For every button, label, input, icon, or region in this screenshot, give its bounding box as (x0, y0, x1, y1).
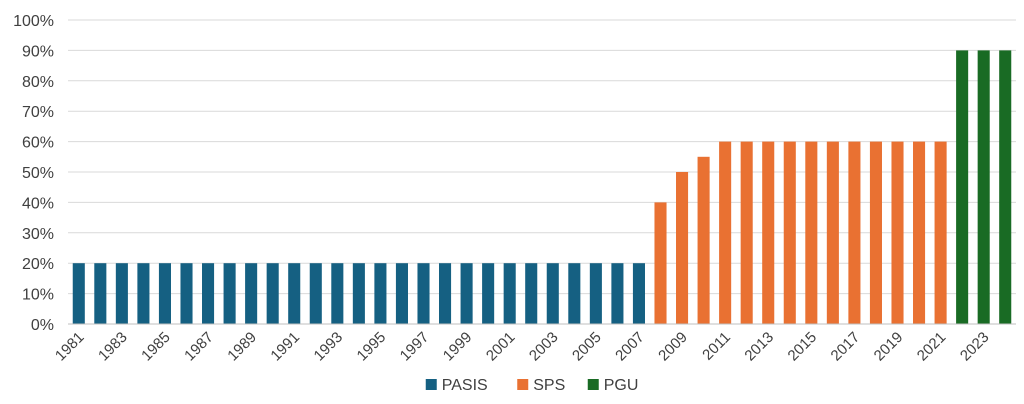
bar-1997 (417, 263, 430, 324)
legend-item-pgu: PGU (587, 377, 639, 394)
bar-1990 (266, 263, 279, 324)
bar-2003 (546, 263, 559, 324)
x-tick-label: 1983 (95, 329, 131, 365)
x-tick-label: 1997 (397, 329, 433, 365)
bar-2005 (589, 263, 602, 324)
x-tick-label: 1991 (267, 329, 303, 365)
legend: PASIS SPS PGU (425, 377, 639, 394)
bar-2019 (891, 141, 904, 324)
y-tick-label: 20% (22, 256, 54, 273)
bar-1985 (158, 263, 171, 324)
bar-2020 (913, 141, 926, 324)
legend-item-sps: SPS (517, 377, 565, 394)
x-tick-label: 2009 (655, 329, 691, 365)
bar-1983 (115, 263, 128, 324)
bar-2012 (740, 141, 753, 324)
x-tick-label: 1989 (224, 329, 260, 365)
bar-2010 (697, 156, 710, 324)
bar-1986 (180, 263, 193, 324)
bar-1984 (137, 263, 150, 324)
bar-2017 (848, 141, 861, 324)
legend-label: SPS (533, 377, 565, 394)
bar-2001 (503, 263, 516, 324)
x-tick-label: 2007 (612, 329, 648, 365)
x-tick-label: 2023 (957, 329, 993, 365)
bar-2024 (999, 50, 1012, 325)
x-tick-label: 1981 (52, 329, 88, 365)
legend-label: PGU (604, 377, 639, 394)
bar-1989 (245, 263, 258, 324)
bar-2013 (762, 141, 775, 324)
legend-item-pasis: PASIS (425, 377, 488, 394)
y-tick-label: 60% (22, 135, 54, 152)
bar-2021 (934, 141, 947, 324)
x-tick-label: 2021 (914, 329, 950, 365)
y-tick-label: 10% (22, 287, 54, 304)
x-tick-label: 1995 (354, 329, 390, 365)
x-tick-label: 1985 (138, 329, 174, 365)
y-tick-label: 40% (22, 195, 54, 212)
bar-2011 (719, 141, 732, 324)
y-tick-label: 30% (22, 226, 54, 243)
bar-1981 (72, 263, 85, 324)
x-tick-label: 2003 (526, 329, 562, 365)
bar-2009 (676, 172, 689, 324)
bar-1982 (94, 263, 107, 324)
bar-1992 (309, 263, 322, 324)
bar-2002 (525, 263, 538, 324)
x-tick-label: 1999 (440, 329, 476, 365)
bar-1999 (460, 263, 473, 324)
bar-2007 (632, 263, 645, 324)
x-tick-label: 2017 (828, 329, 864, 365)
bar-1993 (331, 263, 344, 324)
bar-2014 (783, 141, 796, 324)
bar-2008 (654, 202, 667, 324)
y-tick-label: 0% (31, 317, 54, 334)
bar-1996 (395, 263, 408, 324)
x-tick-label: 1987 (181, 329, 217, 365)
x-tick-label: 2013 (741, 329, 777, 365)
bar-1998 (439, 263, 452, 324)
bar-2004 (568, 263, 581, 324)
y-tick-label: 90% (22, 43, 54, 60)
bar-1988 (223, 263, 236, 324)
x-tick-label: 2015 (785, 329, 821, 365)
y-axis-tick-labels: 0% 10% 20% 30% 40% 50% 60% 70% 80% 90% 100% (13, 13, 54, 334)
x-tick-label: 1993 (311, 329, 347, 365)
legend-label: PASIS (442, 377, 488, 394)
y-tick-label: 50% (22, 165, 54, 182)
y-tick-label: 80% (22, 74, 54, 91)
bars (72, 50, 1012, 325)
bar-1994 (352, 263, 365, 324)
bar-1987 (202, 263, 215, 324)
bar-2018 (869, 141, 882, 324)
bar-2015 (805, 141, 818, 324)
x-tick-label: 2001 (483, 329, 519, 365)
bar-2016 (826, 141, 839, 324)
x-axis-tick-labels: 1981 1983 1985 1987 1989 1991 1993 1995 1997 1999… (52, 329, 993, 365)
bar-1991 (288, 263, 301, 324)
legend-swatch (587, 379, 599, 390)
y-tick-label: 70% (22, 104, 54, 121)
x-tick-label: 2011 (699, 329, 734, 364)
x-tick-label: 2019 (871, 329, 907, 365)
legend-swatch (517, 379, 529, 390)
y-tick-label: 100% (13, 13, 54, 30)
bar-2023 (977, 50, 990, 325)
bar-2006 (611, 263, 624, 324)
x-tick-label: 2005 (569, 329, 605, 365)
bar-1995 (374, 263, 387, 324)
bar-2000 (482, 263, 495, 324)
bar-2022 (956, 50, 969, 325)
legend-swatch (425, 379, 437, 390)
